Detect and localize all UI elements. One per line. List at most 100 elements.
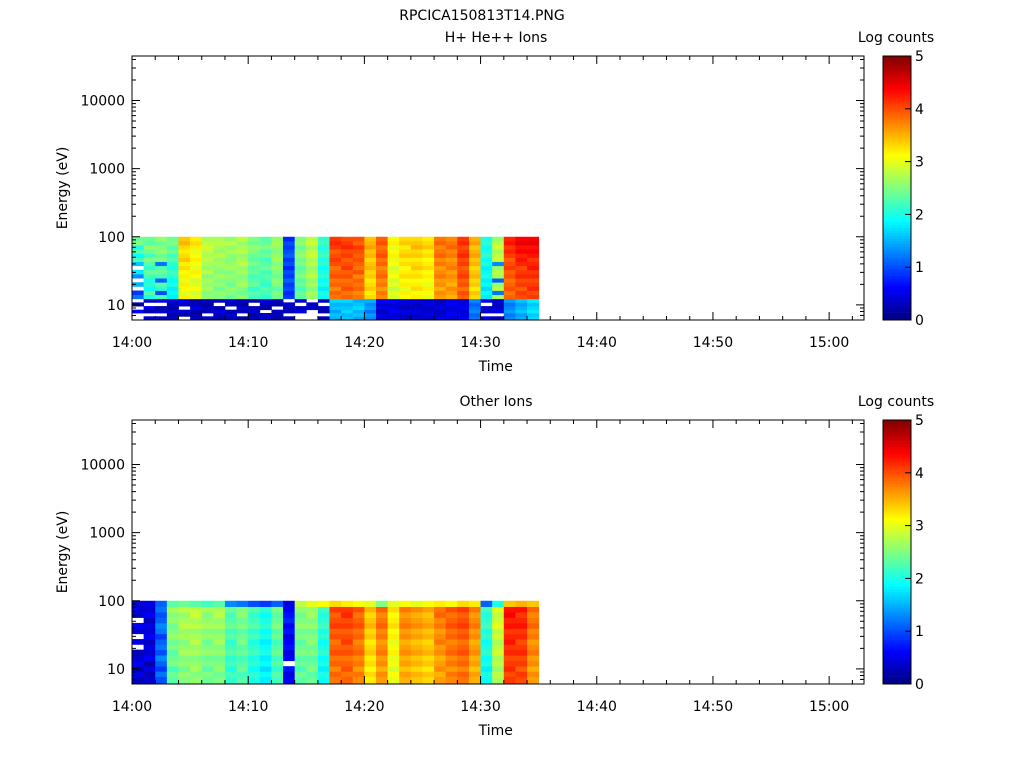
heatmap-cell [213,628,226,635]
heatmap-cell [503,273,516,279]
heatmap-cell [457,639,470,645]
heatmap-cell [306,628,319,635]
heatmap-cell [236,302,249,307]
heatmap-cell [283,644,296,651]
heatmap-cell [201,600,214,607]
heatmap-cell [201,294,214,300]
heatmap-cell [445,249,458,254]
heatmap-cell [329,298,342,303]
heatmap-cell [410,633,423,640]
heatmap-cell [259,660,272,667]
heatmap-cell [329,666,342,672]
colorbar-swatch [883,427,911,431]
heatmap-cell [457,302,470,307]
heatmap-cell [213,666,226,672]
heatmap-cell [480,606,493,613]
heatmap-cell [341,282,354,287]
heatmap-cell [166,309,179,314]
heatmap-cell [283,249,296,254]
heatmap-cell [376,649,389,656]
heatmap-cell [445,617,458,624]
heatmap-cell [259,290,272,296]
heatmap-cell [503,309,516,314]
colorbar-swatch [883,100,911,104]
heatmap-cell [503,316,516,321]
colorbar-swatch [883,219,911,223]
heatmap-cell [457,617,470,624]
heatmap-cell [341,253,354,258]
heatmap-cell [445,306,458,311]
colorbar-swatch [883,530,911,534]
heatmap-cell [527,290,540,296]
heatmap-cell [294,294,307,300]
colorbar-swatch [883,525,911,529]
heatmap-cell [166,278,179,283]
heatmap-cell [236,644,249,651]
heatmap-cell [376,676,389,685]
heatmap-cell [434,622,447,629]
heatmap-cell [190,253,203,258]
heatmap-cell [236,245,249,250]
heatmap-cell [352,302,365,307]
heatmap-cell [166,257,179,262]
colorbar-swatch [883,628,911,632]
heatmap-cell [434,286,447,291]
heatmap-cell [364,606,377,613]
heatmap-cell [468,290,481,296]
heatmap-cell [259,313,272,317]
heatmap-cell [376,655,389,662]
colorbar-swatch [883,422,911,426]
colorbar-swatch [883,122,911,125]
heatmap-cell [387,639,400,645]
heatmap-cell [190,622,203,629]
heatmap-cell [155,660,168,667]
heatmap-cell [341,639,354,645]
colorbar-swatch [883,562,911,566]
heatmap-cell [271,633,284,640]
heatmap-cell [515,628,528,635]
colorbar-swatch [883,615,911,619]
heatmap-cell [387,298,400,303]
heatmap-cell [259,617,272,624]
heatmap-cell [155,269,168,275]
heatmap-cell [503,257,516,262]
colorbar-swatch [883,269,911,273]
heatmap-cell [352,617,365,624]
colorbar-swatch [883,433,911,437]
heatmap-cell [213,309,226,314]
colorbar-swatch [883,454,911,458]
heatmap-cell [143,655,156,662]
heatmap-cell [503,265,516,271]
heatmap-cell [527,245,540,250]
heatmap-cell [341,600,354,607]
heatmap-cell [248,273,261,279]
colorbar-swatch [883,309,911,313]
heatmap-cell [503,261,516,267]
heatmap-cell [457,261,470,267]
colorbar-swatch [883,108,911,112]
heatmap-cell [468,240,481,246]
heatmap-cell [259,269,272,275]
heatmap-cell [480,316,493,321]
heatmap-cell [434,240,447,246]
heatmap-cell [155,606,168,613]
heatmap-cell [271,273,284,279]
heatmap-cell [376,313,389,317]
colorbar-swatch [883,504,911,508]
heatmap-cell [190,306,203,311]
heatmap-cell [364,294,377,300]
heatmap-cell [329,606,342,613]
heatmap-cell [259,655,272,662]
heatmap-cell [271,236,284,242]
heatmap-cell [492,639,505,645]
heatmap-cell [271,261,284,267]
heatmap-cell [283,622,296,629]
heatmap-cell [422,273,435,279]
heatmap-cell [132,240,145,246]
heatmap-cell [306,265,319,271]
heatmap-cell [503,294,516,300]
heatmap-cell [399,269,412,275]
heatmap-cell [317,306,330,311]
heatmap-cell [201,286,214,291]
heatmap-cell [352,666,365,672]
